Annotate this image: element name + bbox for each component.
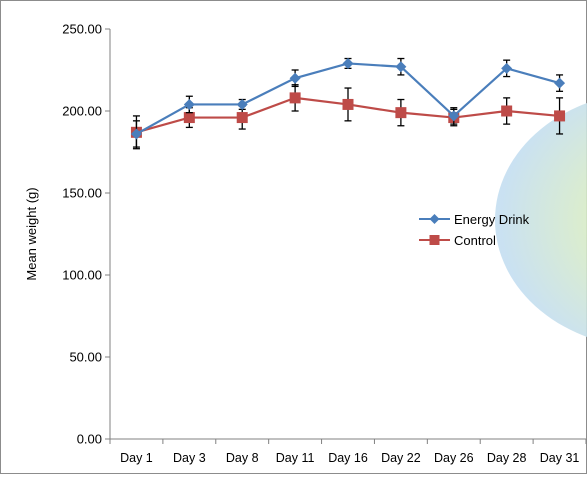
data-point-energy-drink bbox=[501, 62, 513, 74]
data-point-energy-drink bbox=[554, 77, 566, 89]
y-tick-label: 100.00 bbox=[62, 268, 102, 283]
x-axis-ticks: Day 1 Day 3 Day 8 Day 11 Day 16 Day 22 Day 26 D… bbox=[109, 439, 587, 465]
y-axis-title: Mean weight (g) bbox=[24, 187, 39, 280]
series-layer bbox=[130, 57, 566, 150]
legend-label-control: Control bbox=[454, 233, 496, 248]
x-tick-label: Day 16 bbox=[328, 451, 368, 465]
decorative-blob bbox=[495, 103, 587, 337]
data-point-energy-drink bbox=[236, 98, 248, 110]
legend-label-energy-drink: Energy Drink bbox=[454, 212, 530, 227]
data-point-energy-drink bbox=[130, 128, 142, 140]
data-point-control bbox=[554, 110, 566, 122]
x-tick-label: Day 1 bbox=[120, 451, 153, 465]
y-axis-ticks: 0.00 50.00 100.00 150.00 200.00 250.00 bbox=[62, 22, 110, 447]
legend-item-control: Control bbox=[419, 233, 496, 248]
legend-item-energy-drink: Energy Drink bbox=[419, 212, 530, 227]
data-point-energy-drink bbox=[395, 61, 407, 73]
data-point-energy-drink bbox=[342, 57, 354, 69]
x-tick-label: Day 22 bbox=[381, 451, 421, 465]
x-tick-label: Day 8 bbox=[226, 451, 259, 465]
y-tick-label: 200.00 bbox=[62, 104, 102, 119]
data-point-control bbox=[183, 112, 195, 124]
data-point-energy-drink bbox=[183, 98, 195, 110]
data-point-control bbox=[289, 92, 301, 104]
x-tick-label: Day 28 bbox=[487, 451, 527, 465]
y-tick-label: 150.00 bbox=[62, 186, 102, 201]
y-tick-label: 50.00 bbox=[69, 350, 102, 365]
data-point-control bbox=[395, 107, 407, 119]
data-point-control bbox=[501, 105, 513, 117]
x-tick-label: Day 31 bbox=[540, 451, 580, 465]
data-point-control bbox=[342, 98, 354, 110]
data-point-energy-drink bbox=[448, 110, 460, 122]
data-point-control bbox=[236, 112, 248, 124]
x-tick-label: Day 11 bbox=[276, 451, 315, 465]
series-energy-drink bbox=[130, 57, 566, 148]
x-tick-label: Day 3 bbox=[173, 451, 206, 465]
y-tick-label: 250.00 bbox=[62, 22, 102, 37]
y-tick-label: 0.00 bbox=[77, 432, 102, 447]
x-tick-label: Day 26 bbox=[434, 451, 474, 465]
legend-marker-control bbox=[429, 235, 440, 245]
legend-marker-energy-drink bbox=[429, 214, 440, 224]
legend: Energy Drink Control bbox=[419, 212, 530, 248]
data-point-energy-drink bbox=[289, 72, 301, 84]
